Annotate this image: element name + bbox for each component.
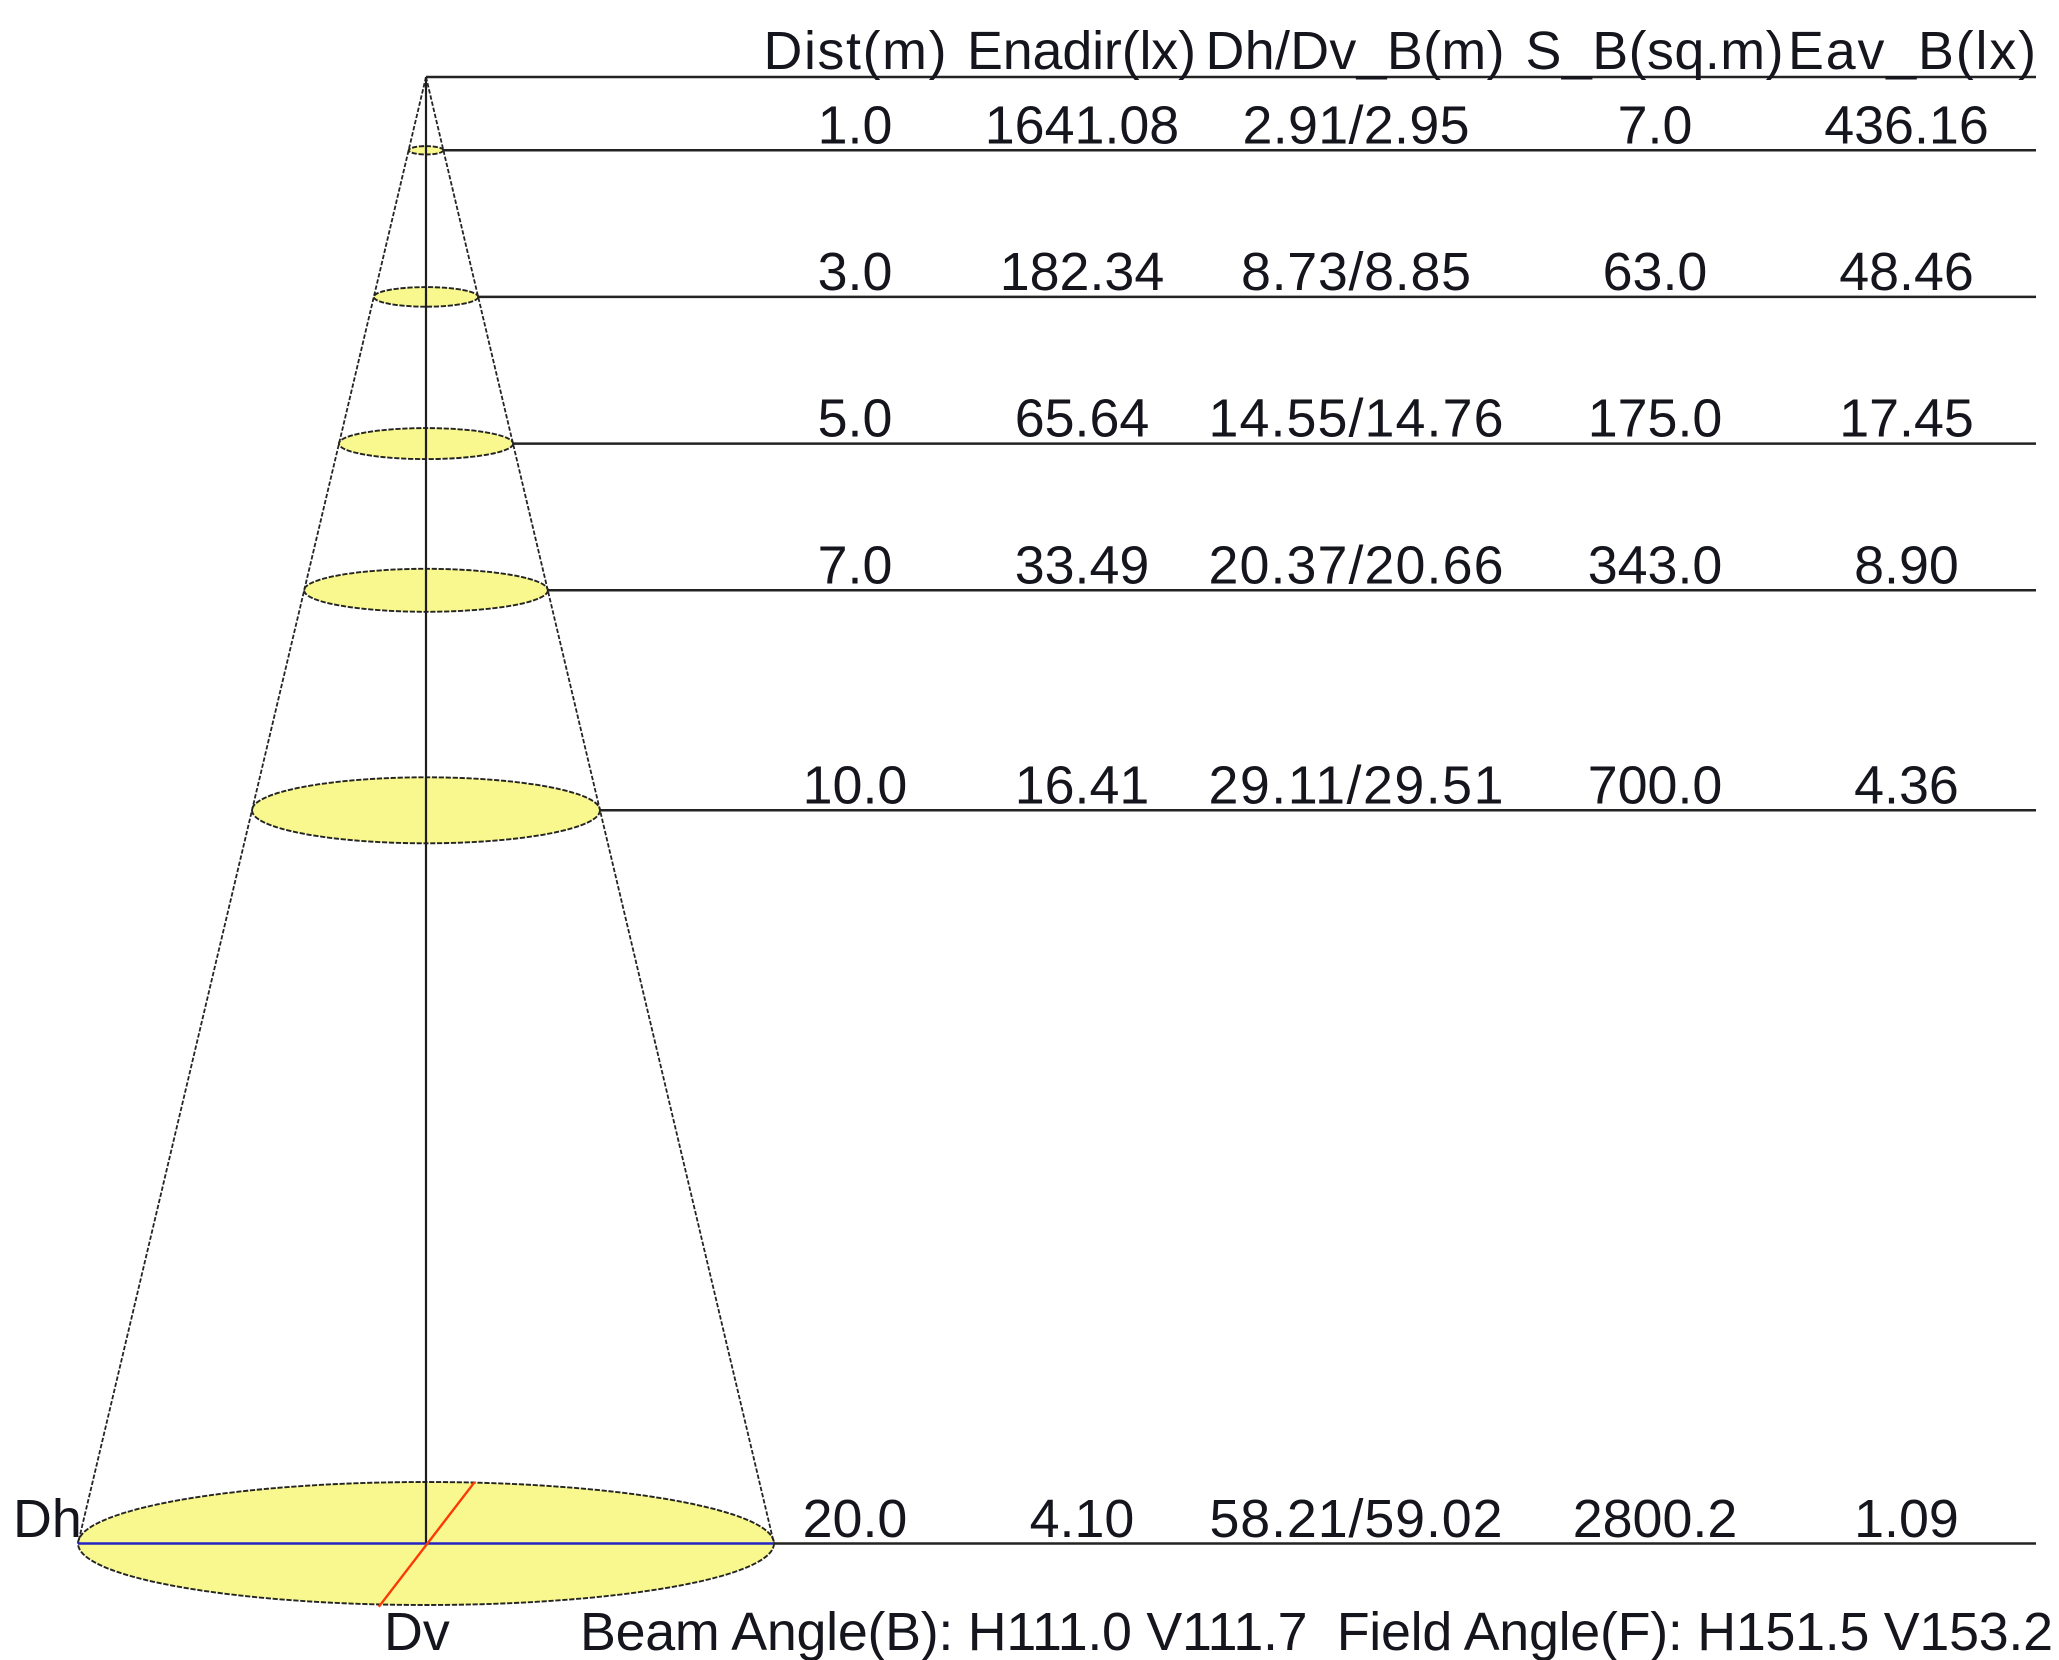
svg-text:7.0: 7.0: [1618, 95, 1693, 155]
svg-text:65.64: 65.64: [1015, 389, 1150, 449]
svg-text:5.0: 5.0: [818, 389, 893, 449]
svg-text:4.10: 4.10: [1030, 1489, 1135, 1549]
svg-text:1.0: 1.0: [818, 95, 893, 155]
svg-text:20.37/20.66: 20.37/20.66: [1209, 535, 1504, 595]
svg-text:8.73/8.85: 8.73/8.85: [1241, 242, 1471, 302]
svg-text:14.55/14.76: 14.55/14.76: [1209, 389, 1504, 449]
svg-text:16.41: 16.41: [1015, 755, 1150, 815]
svg-text:Dh: Dh: [13, 1489, 82, 1549]
svg-text:1.09: 1.09: [1854, 1489, 1959, 1549]
svg-text:Eav_B(lx): Eav_B(lx): [1788, 21, 2036, 81]
svg-text:Beam Angle(B): H111.0 V111.7: Beam Angle(B): H111.0 V111.7 Field Angle…: [580, 1602, 2053, 1660]
svg-text:4.36: 4.36: [1854, 755, 1959, 815]
svg-text:Dist(m): Dist(m): [764, 21, 947, 81]
svg-text:343.0: 343.0: [1588, 535, 1723, 595]
svg-text:182.34: 182.34: [1000, 242, 1165, 302]
svg-text:33.49: 33.49: [1015, 535, 1150, 595]
svg-text:29.11/29.51: 29.11/29.51: [1209, 755, 1504, 815]
svg-text:17.45: 17.45: [1839, 389, 1974, 449]
svg-text:175.0: 175.0: [1588, 389, 1723, 449]
svg-text:63.0: 63.0: [1603, 242, 1708, 302]
svg-text:8.90: 8.90: [1854, 535, 1959, 595]
svg-text:10.0: 10.0: [803, 755, 908, 815]
svg-text:48.46: 48.46: [1839, 242, 1974, 302]
svg-text:7.0: 7.0: [818, 535, 893, 595]
svg-text:700.0: 700.0: [1588, 755, 1723, 815]
svg-text:Dh/Dv_B(m): Dh/Dv_B(m): [1206, 21, 1505, 81]
svg-text:2800.2: 2800.2: [1573, 1489, 1738, 1549]
svg-text:2.91/2.95: 2.91/2.95: [1243, 95, 1470, 155]
svg-text:Dv: Dv: [384, 1602, 450, 1660]
svg-text:436.16: 436.16: [1824, 95, 1989, 155]
svg-text:58.21/59.02: 58.21/59.02: [1210, 1489, 1503, 1549]
svg-text:S_B(sq.m): S_B(sq.m): [1526, 21, 1784, 81]
svg-text:Enadir(lx): Enadir(lx): [967, 21, 1196, 81]
svg-text:1641.08: 1641.08: [985, 95, 1179, 155]
svg-text:3.0: 3.0: [818, 242, 893, 302]
svg-text:20.0: 20.0: [803, 1489, 908, 1549]
